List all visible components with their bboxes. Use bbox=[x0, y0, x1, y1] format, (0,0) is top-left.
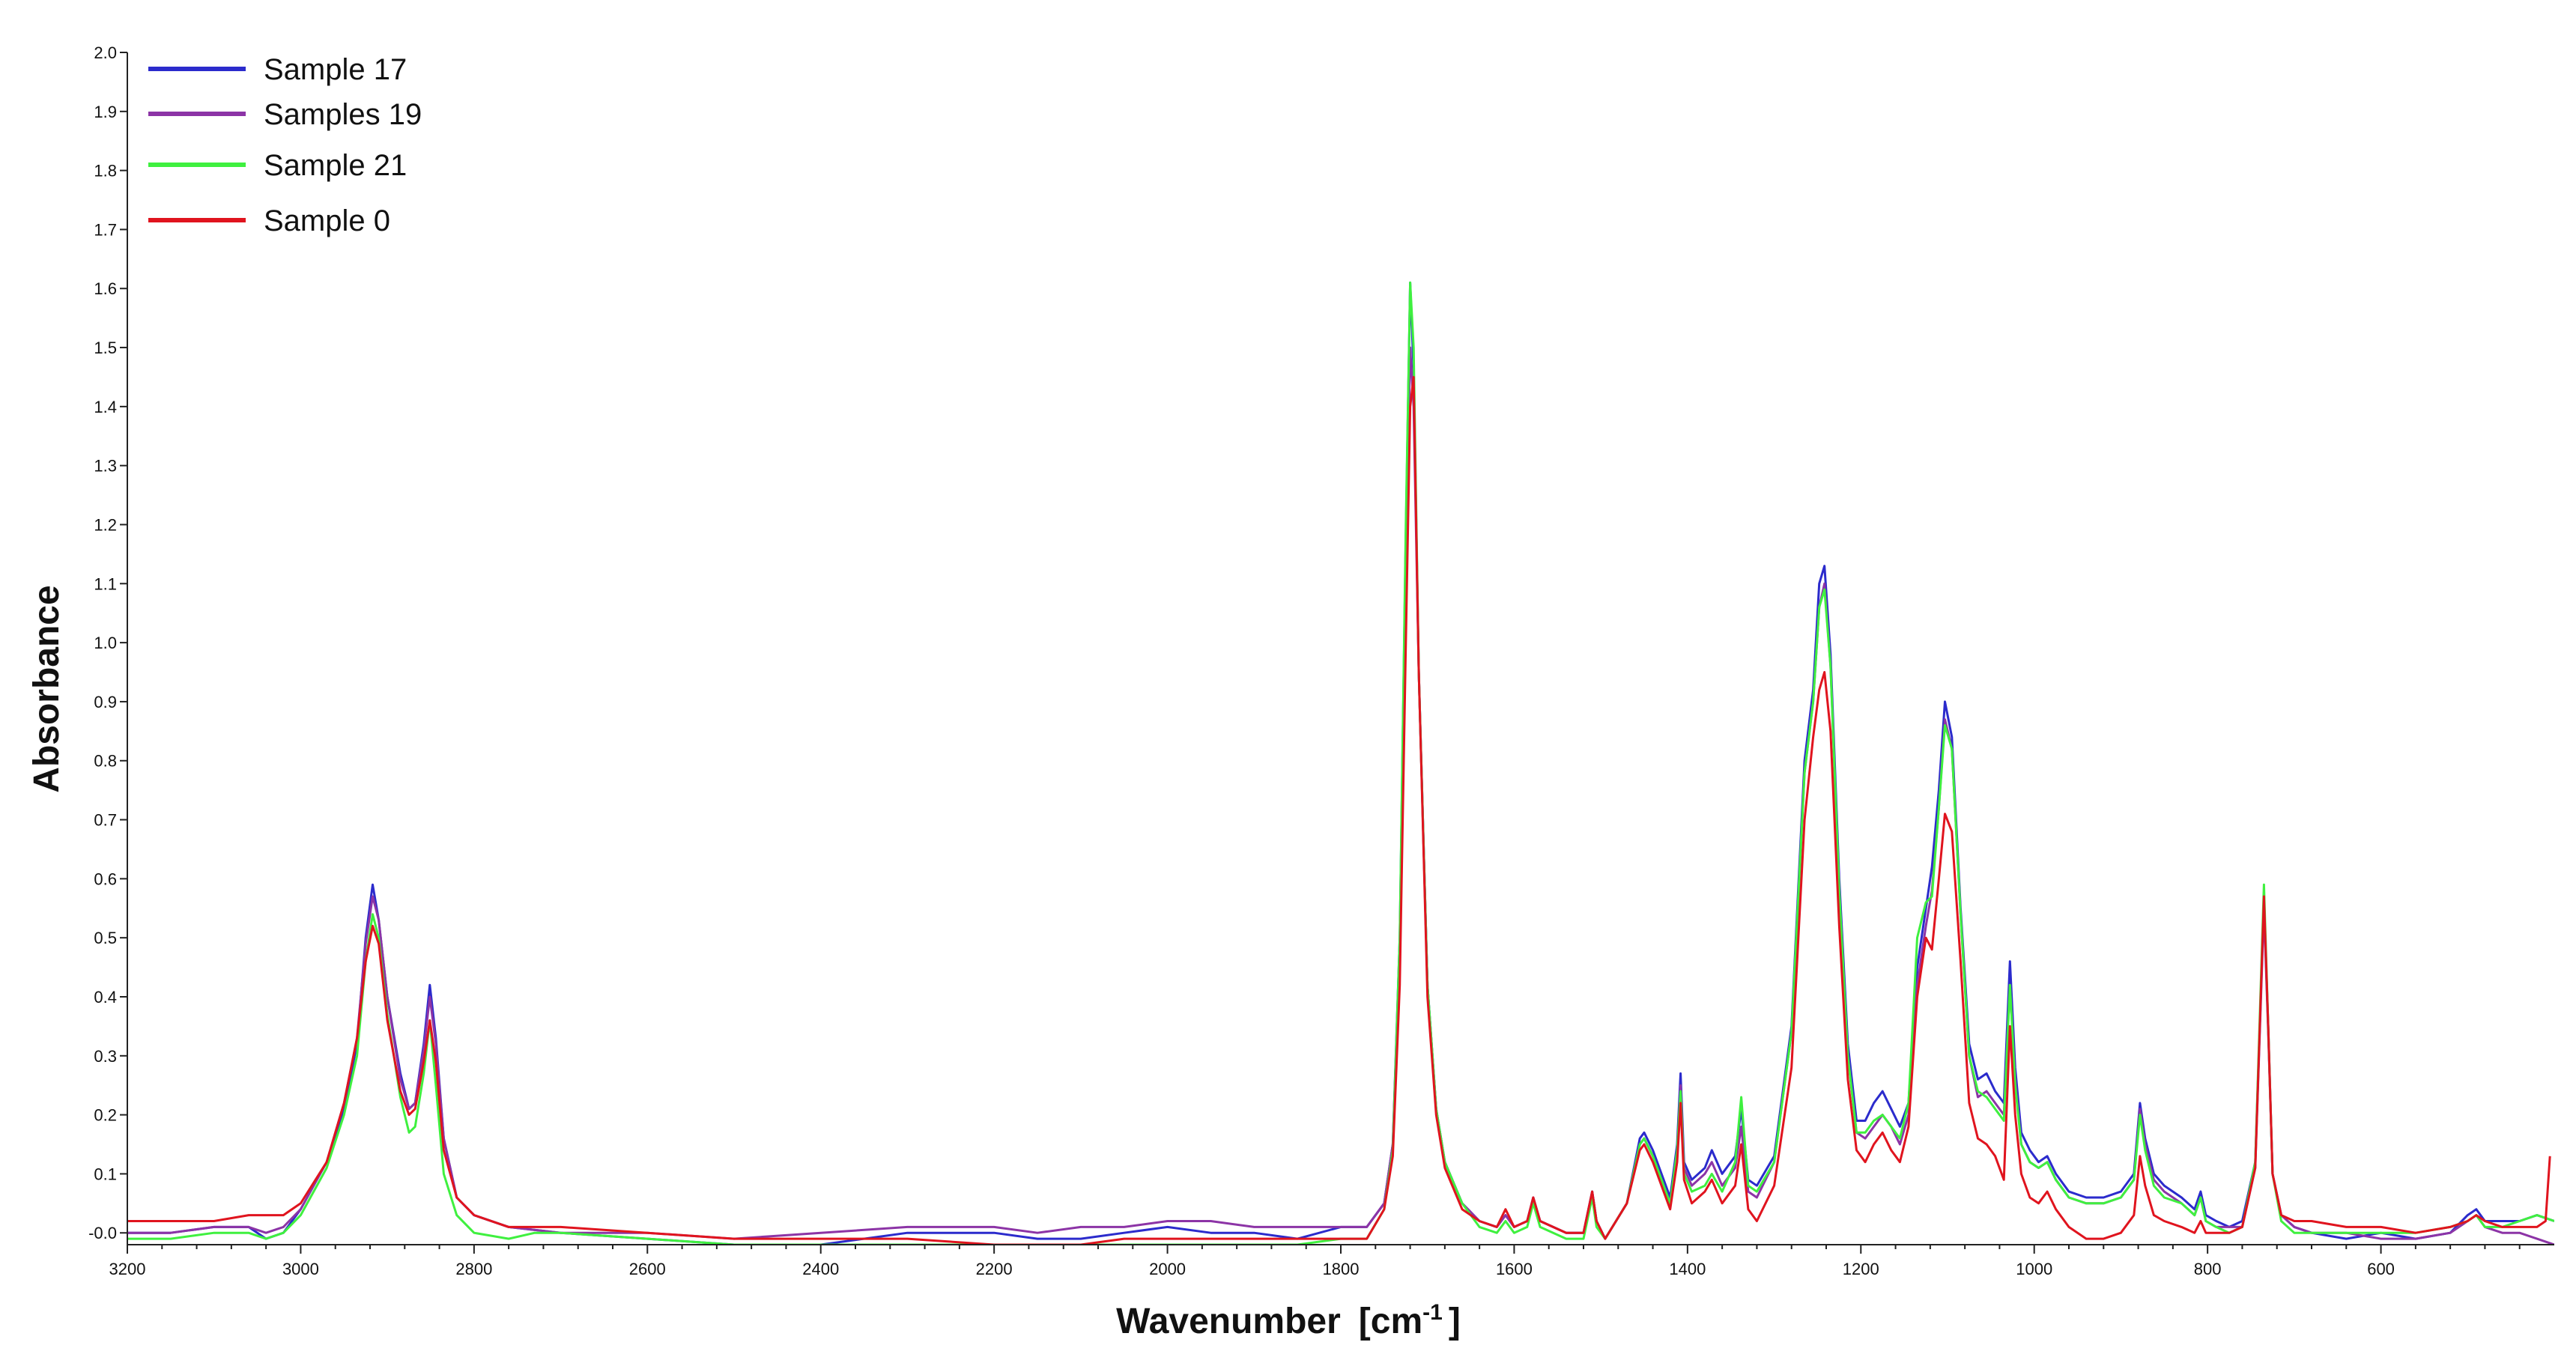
x-axis-unit-close: ] bbox=[1449, 1302, 1461, 1341]
y-tick-label: 1.0 bbox=[94, 634, 117, 652]
x-tick-label: 600 bbox=[2367, 1260, 2395, 1278]
x-axis-ticks: 3200 3000 2800 2600 2400 2200 2000 1800 1600 1400… bbox=[109, 1245, 2521, 1278]
y-tick-label: 0.4 bbox=[94, 988, 117, 1007]
x-tick-label: 3000 bbox=[282, 1260, 319, 1278]
y-tick-label: 1.7 bbox=[94, 220, 117, 239]
y-tick-label: 1.6 bbox=[94, 279, 117, 298]
y-tick-label: 0.3 bbox=[94, 1047, 117, 1066]
x-axis-unit: [cm bbox=[1359, 1302, 1422, 1341]
x-tick-label: 1800 bbox=[1323, 1260, 1360, 1278]
y-axis-title: Absorbance bbox=[27, 585, 67, 792]
legend-label: Sample 17 bbox=[264, 53, 407, 86]
legend: Sample 17 Samples 19 Sample 21 Sample 0 bbox=[148, 53, 422, 237]
x-tick-label: 800 bbox=[2194, 1260, 2222, 1278]
legend-label: Samples 19 bbox=[264, 98, 422, 131]
y-tick-label: 1.4 bbox=[94, 398, 117, 416]
x-axis-unit-exponent: -1 bbox=[1422, 1300, 1443, 1325]
series-layer bbox=[127, 281, 2554, 1245]
y-tick-label: 0.8 bbox=[94, 752, 117, 771]
y-tick-label: 0.1 bbox=[94, 1165, 117, 1183]
x-axis-title: Wavenumber [cm-1] bbox=[1116, 1300, 1461, 1341]
y-tick-label: 1.9 bbox=[94, 103, 117, 121]
y-tick-label: 1.1 bbox=[94, 574, 117, 593]
x-tick-label: 2800 bbox=[455, 1260, 492, 1278]
y-tick-label: 1.2 bbox=[94, 515, 117, 534]
x-axis-title-text: Wavenumber bbox=[1116, 1302, 1341, 1341]
series-line-3 bbox=[127, 281, 2554, 1245]
plot-area bbox=[127, 281, 2554, 1245]
y-tick-label: 1.8 bbox=[94, 162, 117, 180]
x-tick-label: 3200 bbox=[109, 1260, 146, 1278]
y-tick-label: -0.0 bbox=[88, 1224, 117, 1242]
x-tick-label: 2600 bbox=[629, 1260, 666, 1278]
x-tick-label: 2200 bbox=[976, 1260, 1013, 1278]
y-tick-label: 2.0 bbox=[94, 43, 117, 62]
legend-label: Sample 21 bbox=[264, 149, 407, 182]
series-line-2 bbox=[127, 346, 2554, 1245]
series-line-4 bbox=[127, 376, 2551, 1245]
y-tick-label: 1.5 bbox=[94, 339, 117, 357]
x-tick-label: 1200 bbox=[1843, 1260, 1879, 1278]
y-tick-label: 0.2 bbox=[94, 1106, 117, 1125]
y-tick-label: 1.3 bbox=[94, 457, 117, 476]
x-tick-label: 2000 bbox=[1149, 1260, 1186, 1278]
y-tick-label: 0.9 bbox=[94, 693, 117, 711]
x-tick-label: 1600 bbox=[1496, 1260, 1533, 1278]
y-tick-label: 0.5 bbox=[94, 929, 117, 947]
x-tick-label: 2400 bbox=[802, 1260, 839, 1278]
y-axis-ticks: -0.0 0.1 0.2 0.3 0.4 0.5 0.6 0.7 0.8 0.9 1.0 1.1 1.2… bbox=[88, 43, 127, 1242]
y-tick-label: 0.6 bbox=[94, 869, 117, 888]
x-tick-label: 1400 bbox=[1669, 1260, 1706, 1278]
y-tick-label: 0.7 bbox=[94, 811, 117, 830]
x-tick-label: 1000 bbox=[2016, 1260, 2052, 1278]
legend-label: Sample 0 bbox=[264, 204, 390, 237]
